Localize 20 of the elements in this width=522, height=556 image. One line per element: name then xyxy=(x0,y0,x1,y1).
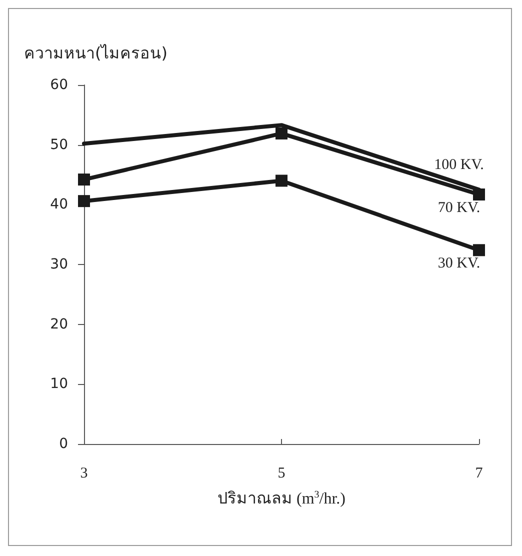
point xyxy=(78,195,90,208)
point xyxy=(473,188,485,200)
point xyxy=(276,127,288,140)
y-tick-label: 50 xyxy=(50,136,68,153)
y-tick-label: 10 xyxy=(50,376,68,392)
series-label: 30 KV. xyxy=(438,256,480,272)
y-tick-label: 0 xyxy=(59,436,68,452)
series-label: 100 KV. xyxy=(434,157,484,174)
x-tick-label: 3 xyxy=(80,466,88,482)
point xyxy=(78,174,90,186)
y-tick-label: 60 xyxy=(50,77,68,93)
y-axis-title: ความหนา(ไมครอน) xyxy=(24,44,168,62)
series-label: 70 KV. xyxy=(438,200,480,216)
y-tick-label: 30 xyxy=(50,256,68,272)
x-tick-label: 7 xyxy=(475,466,484,482)
point xyxy=(473,244,485,256)
y-tick-label: 40 xyxy=(50,196,68,213)
x-tick-label: 5 xyxy=(278,466,286,482)
y-tick-label: 20 xyxy=(50,316,68,332)
point xyxy=(276,174,288,187)
